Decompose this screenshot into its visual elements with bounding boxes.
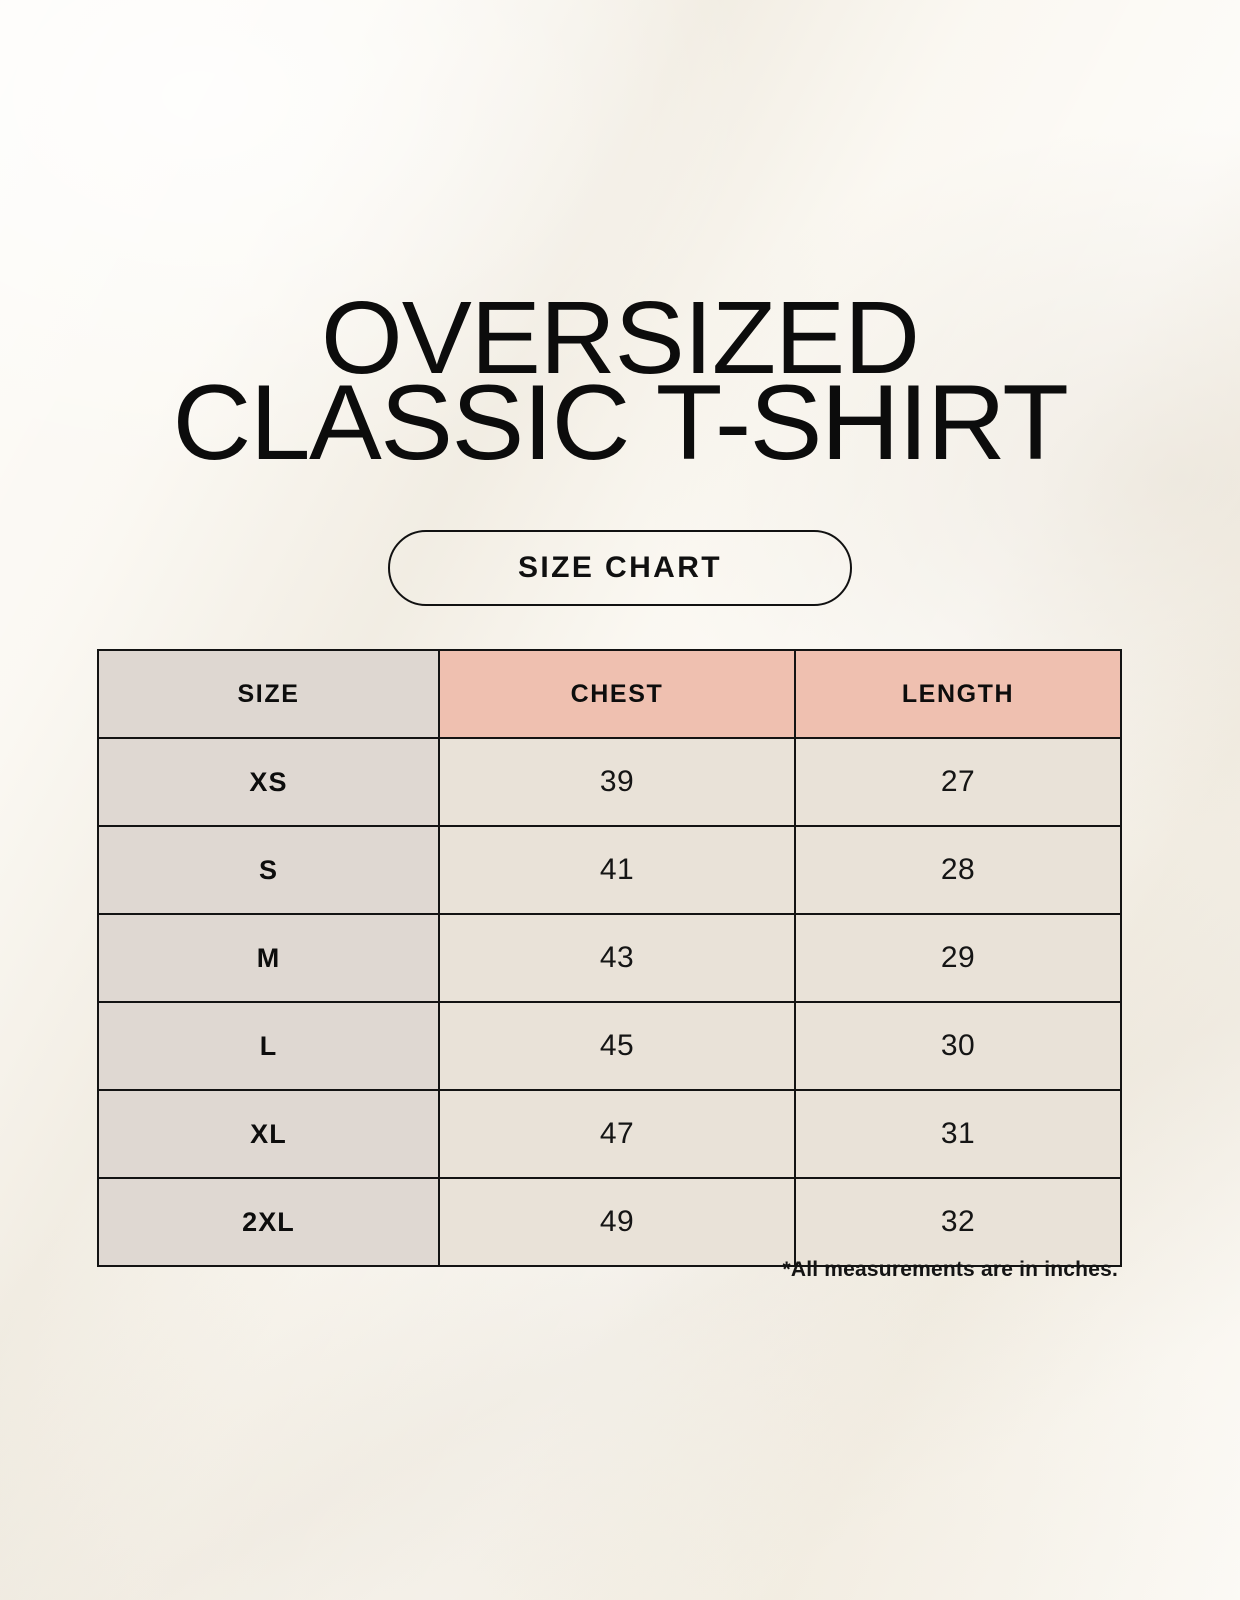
cell-chest: 45 <box>438 1001 796 1091</box>
cell-size: S <box>97 825 440 915</box>
size-chart-badge: SIZE CHART <box>388 530 852 606</box>
size-chart-badge-wrap: SIZE CHART <box>0 530 1240 606</box>
size-chart-badge-label: SIZE CHART <box>518 551 722 584</box>
cell-chest: 47 <box>438 1089 796 1179</box>
table-row: 2XL 49 32 <box>97 1177 1122 1267</box>
cell-length: 29 <box>794 913 1122 1003</box>
cell-length: 27 <box>794 737 1122 827</box>
size-table-wrap: SIZE CHEST LENGTH XS 39 27 S 41 28 M <box>97 649 1122 1267</box>
cell-length: 31 <box>794 1089 1122 1179</box>
column-header-length: LENGTH <box>794 649 1122 739</box>
cell-size: L <box>97 1001 440 1091</box>
measurement-unit-note: *All measurements are in inches. <box>782 1258 1118 1281</box>
cell-length: 32 <box>794 1177 1122 1267</box>
cell-size: XL <box>97 1089 440 1179</box>
table-row: XS 39 27 <box>97 737 1122 827</box>
column-header-size: SIZE <box>97 649 440 739</box>
page-title-line-1: OVERSIZED <box>321 280 920 395</box>
table-row: S 41 28 <box>97 825 1122 915</box>
table-header-row: SIZE CHEST LENGTH <box>97 649 1122 739</box>
cell-chest: 43 <box>438 913 796 1003</box>
cell-chest: 41 <box>438 825 796 915</box>
cell-size: XS <box>97 737 440 827</box>
size-table-body: XS 39 27 S 41 28 M 43 29 L 45 30 <box>97 737 1122 1267</box>
size-table-head: SIZE CHEST LENGTH <box>97 649 1122 739</box>
cell-chest: 39 <box>438 737 796 827</box>
page-title: OVERSIZED CLASSIC T-SHIRT <box>0 280 1240 482</box>
cell-length: 30 <box>794 1001 1122 1091</box>
table-row: M 43 29 <box>97 913 1122 1003</box>
table-row: XL 47 31 <box>97 1089 1122 1179</box>
cell-chest: 49 <box>438 1177 796 1267</box>
cell-size: 2XL <box>97 1177 440 1267</box>
size-table: SIZE CHEST LENGTH XS 39 27 S 41 28 M <box>97 649 1122 1267</box>
column-header-chest: CHEST <box>438 649 796 739</box>
cell-size: M <box>97 913 440 1003</box>
table-row: L 45 30 <box>97 1001 1122 1091</box>
page-title-line-2: CLASSIC T-SHIRT <box>172 362 1069 482</box>
cell-length: 28 <box>794 825 1122 915</box>
